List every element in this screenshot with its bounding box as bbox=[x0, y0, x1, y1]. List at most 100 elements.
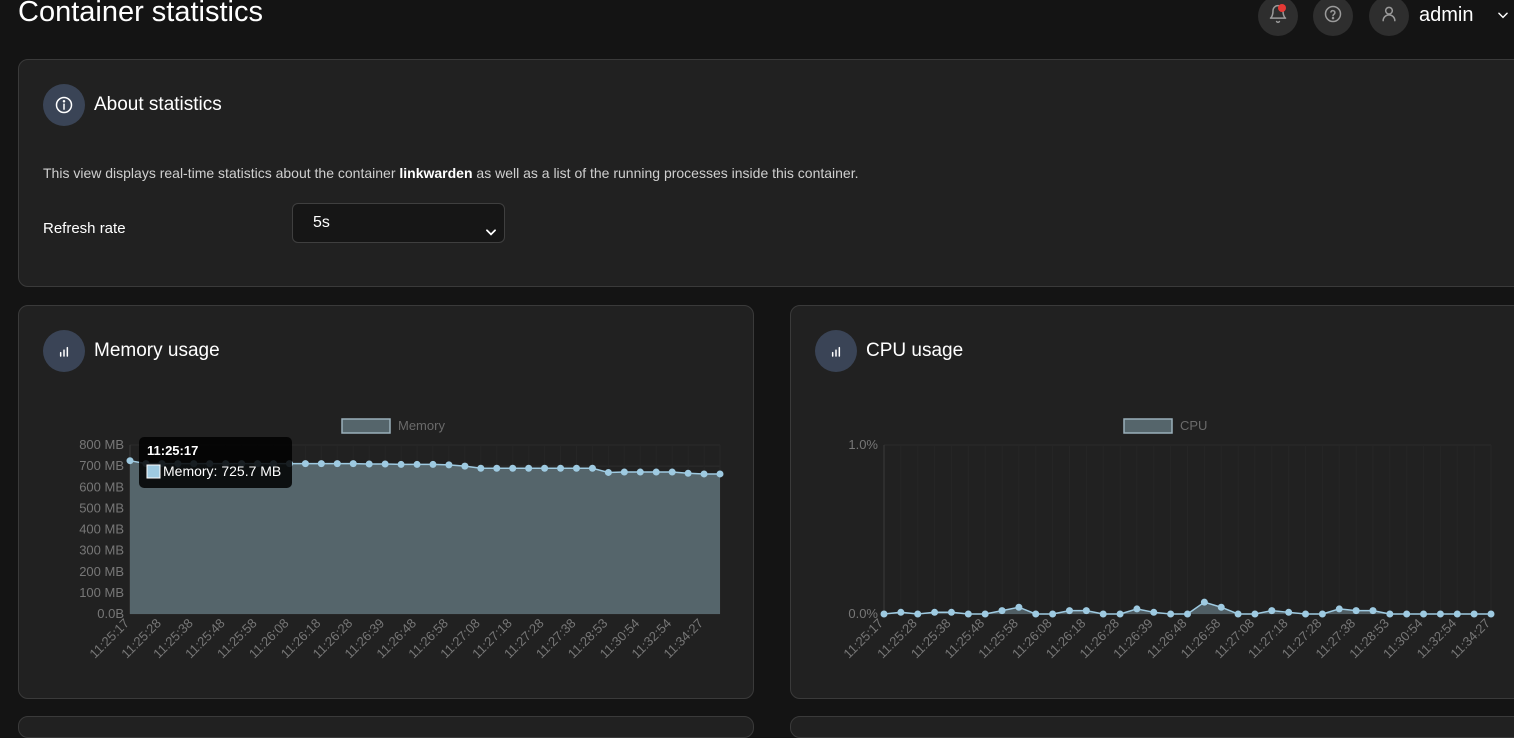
data-point[interactable] bbox=[1453, 610, 1461, 618]
cpu-title: CPU usage bbox=[866, 340, 964, 361]
help-icon bbox=[1323, 4, 1343, 29]
data-point[interactable] bbox=[1116, 610, 1124, 618]
data-point[interactable] bbox=[413, 460, 421, 468]
data-point[interactable] bbox=[1403, 610, 1411, 618]
data-point[interactable] bbox=[1251, 610, 1259, 618]
user-icon bbox=[1379, 4, 1399, 29]
data-point[interactable] bbox=[998, 607, 1006, 615]
about-title: About statistics bbox=[94, 94, 222, 115]
data-point[interactable] bbox=[604, 468, 612, 476]
memory-usage-card: Memory usage Memory 800 MB 700 MB 600 MB 500… bbox=[18, 305, 754, 699]
page-title: Container statistics bbox=[18, 0, 263, 28]
data-point[interactable] bbox=[301, 460, 309, 468]
data-point[interactable] bbox=[684, 469, 692, 477]
data-point[interactable] bbox=[1217, 603, 1225, 611]
chevron-down-icon bbox=[484, 216, 498, 236]
data-point[interactable] bbox=[349, 460, 357, 468]
data-point[interactable] bbox=[1335, 605, 1343, 613]
data-point[interactable] bbox=[1184, 610, 1191, 618]
data-point[interactable] bbox=[1150, 608, 1158, 616]
data-point[interactable] bbox=[381, 460, 389, 468]
data-point[interactable] bbox=[477, 464, 485, 472]
memory-chart[interactable]: Memory 800 MB 700 MB 600 MB 500 MB 400 MB 300 … bbox=[19, 306, 755, 700]
data-point[interactable] bbox=[1436, 610, 1444, 618]
tooltip-value: Memory: 725.7 MB bbox=[163, 463, 281, 479]
data-point[interactable] bbox=[981, 610, 989, 618]
data-point[interactable] bbox=[1386, 610, 1394, 618]
data-point[interactable] bbox=[964, 610, 972, 618]
data-point[interactable] bbox=[897, 608, 905, 616]
data-point[interactable] bbox=[1318, 610, 1326, 618]
data-point[interactable] bbox=[1369, 607, 1377, 615]
container-name: linkwarden bbox=[399, 165, 473, 181]
data-point[interactable] bbox=[525, 464, 533, 472]
data-point[interactable] bbox=[1420, 610, 1428, 618]
info-icon bbox=[43, 84, 85, 126]
data-point[interactable] bbox=[429, 460, 437, 468]
data-point[interactable] bbox=[1099, 610, 1107, 618]
data-point[interactable] bbox=[588, 464, 596, 472]
data-point[interactable] bbox=[493, 464, 501, 472]
y-tick-label: 800 MB bbox=[79, 437, 124, 452]
memory-title: Memory usage bbox=[94, 340, 220, 361]
data-point[interactable] bbox=[1082, 607, 1090, 615]
data-point[interactable] bbox=[636, 468, 644, 476]
chart-tooltip: 11:25:17 Memory: 725.7 MB bbox=[139, 437, 292, 488]
data-point[interactable] bbox=[126, 457, 134, 465]
cpu-chart[interactable]: CPU1.0%0.0%11:25:1711:25:2811:25:3811:25… bbox=[791, 306, 1514, 700]
y-tick-label: 600 MB bbox=[79, 479, 124, 494]
data-point[interactable] bbox=[1268, 607, 1276, 615]
data-point[interactable] bbox=[397, 460, 405, 468]
tooltip-time: 11:25:17 bbox=[147, 443, 198, 458]
data-point[interactable] bbox=[509, 464, 517, 472]
chart-legend[interactable]: CPU bbox=[1123, 418, 1207, 434]
data-point[interactable] bbox=[914, 610, 922, 618]
data-point[interactable] bbox=[1285, 608, 1293, 616]
data-point[interactable] bbox=[1487, 610, 1495, 618]
legend-label: Memory bbox=[398, 418, 445, 433]
data-point[interactable] bbox=[620, 468, 628, 476]
data-point[interactable] bbox=[668, 468, 676, 476]
data-point[interactable] bbox=[1470, 610, 1478, 618]
data-point[interactable] bbox=[557, 464, 565, 472]
cpu-usage-card: CPU usage CPU 1.0% 0.0% 11:25:17 11:25:28 11:… bbox=[790, 305, 1514, 699]
data-point[interactable] bbox=[1234, 610, 1242, 618]
data-point[interactable] bbox=[445, 461, 453, 469]
chart-legend[interactable]: Memory bbox=[341, 418, 445, 434]
data-point[interactable] bbox=[1015, 603, 1023, 611]
data-point[interactable] bbox=[1352, 607, 1360, 615]
data-point[interactable] bbox=[541, 464, 549, 472]
data-point[interactable] bbox=[1302, 610, 1310, 618]
data-point[interactable] bbox=[1065, 607, 1073, 615]
y-tick-label: 100 MB bbox=[79, 585, 124, 600]
data-point[interactable] bbox=[572, 464, 580, 472]
data-point[interactable] bbox=[365, 460, 373, 468]
chevron-down-icon[interactable] bbox=[1496, 8, 1510, 22]
data-point[interactable] bbox=[1049, 610, 1057, 618]
help-button[interactable] bbox=[1313, 0, 1353, 36]
data-point[interactable] bbox=[880, 610, 888, 618]
data-point[interactable] bbox=[333, 460, 341, 468]
about-description: This view displays real-time statistics … bbox=[43, 165, 859, 181]
data-point[interactable] bbox=[700, 470, 708, 478]
data-point[interactable] bbox=[716, 470, 724, 478]
y-tick-label: 400 MB bbox=[79, 522, 124, 537]
data-point[interactable] bbox=[1032, 610, 1040, 618]
y-tick-label: 200 MB bbox=[79, 564, 124, 579]
data-point[interactable] bbox=[1200, 598, 1208, 606]
y-tick-label: 0.0% bbox=[848, 606, 878, 621]
data-point[interactable] bbox=[947, 608, 955, 616]
username[interactable]: admin bbox=[1419, 4, 1474, 26]
data-point[interactable] bbox=[317, 460, 325, 468]
legend-swatch bbox=[341, 418, 391, 434]
refresh-rate-select[interactable]: 5s bbox=[292, 203, 505, 243]
data-point[interactable] bbox=[1133, 605, 1141, 613]
data-point[interactable] bbox=[931, 608, 939, 616]
data-point[interactable] bbox=[652, 468, 660, 476]
y-tick-label: 0.0B bbox=[97, 606, 124, 621]
data-point[interactable] bbox=[461, 462, 469, 470]
data-point[interactable] bbox=[1167, 610, 1175, 618]
notifications-button[interactable] bbox=[1258, 0, 1298, 36]
y-tick-label: 300 MB bbox=[79, 543, 124, 558]
user-menu-button[interactable] bbox=[1369, 0, 1409, 36]
